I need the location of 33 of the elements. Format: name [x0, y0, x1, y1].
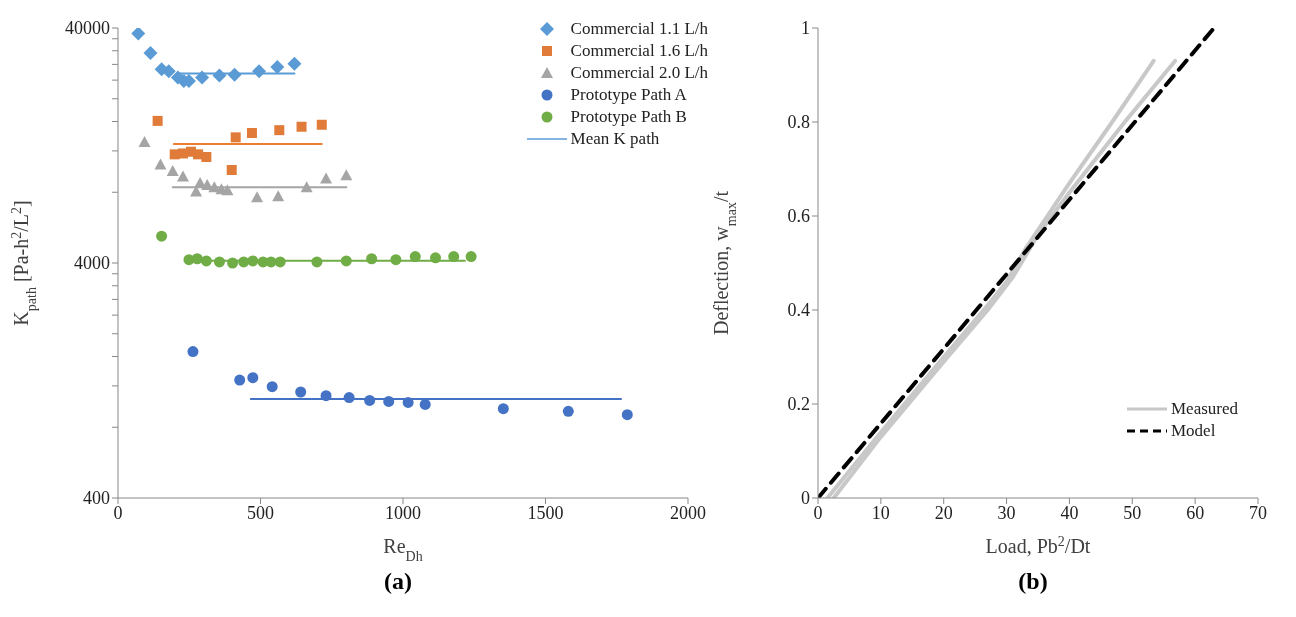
y-tick-label: 4000 — [74, 253, 110, 274]
legend-label: Measured — [1170, 399, 1238, 419]
x-tick-label: 500 — [247, 502, 274, 523]
y-tick-label: 1 — [801, 18, 810, 39]
x-tick-label: 2000 — [670, 502, 706, 523]
x-tick-label: 0 — [113, 502, 123, 523]
x-tick-label: 40 — [1060, 502, 1079, 523]
x-tick-label: 50 — [1123, 502, 1142, 523]
x-tick-label: 30 — [997, 502, 1016, 523]
y-tick-label: 0 — [801, 488, 810, 509]
y-tick-label: 40000 — [65, 18, 110, 39]
x-tick-label: 60 — [1186, 502, 1205, 523]
legend-label: Mean K path — [570, 129, 660, 149]
y-tick-label: 400 — [83, 488, 110, 509]
text: (b) — [1018, 568, 1048, 594]
x-axis-title: Re$_{Dh}$ — [383, 535, 423, 564]
legend-label: Commercial 2.0 L/h — [570, 63, 708, 83]
y-tick-label: 0.2 — [787, 394, 810, 415]
x-tick-label: 10 — [871, 502, 890, 523]
legend-label: Commercial 1.6 L/h — [570, 41, 708, 61]
y-tick-label: 0.4 — [787, 300, 810, 321]
x-tick-label: 70 — [1249, 502, 1267, 523]
text: (a) — [384, 568, 412, 594]
y-tick-label: 0.6 — [787, 206, 810, 227]
legend-label: Model — [1170, 421, 1216, 441]
legend-label: Commercial 1.1 L/h — [570, 19, 708, 39]
x-tick-label: 20 — [934, 502, 953, 523]
legend-label: Prototype Path B — [570, 107, 687, 127]
y-tick-label: 0.8 — [787, 112, 810, 133]
x-axis-title: Load, Pb$^{2}$/Dt — [985, 533, 1091, 557]
x-tick-label: 1500 — [527, 502, 564, 523]
x-tick-label: 1000 — [385, 502, 421, 523]
legend-label: Prototype Path A — [570, 85, 687, 105]
